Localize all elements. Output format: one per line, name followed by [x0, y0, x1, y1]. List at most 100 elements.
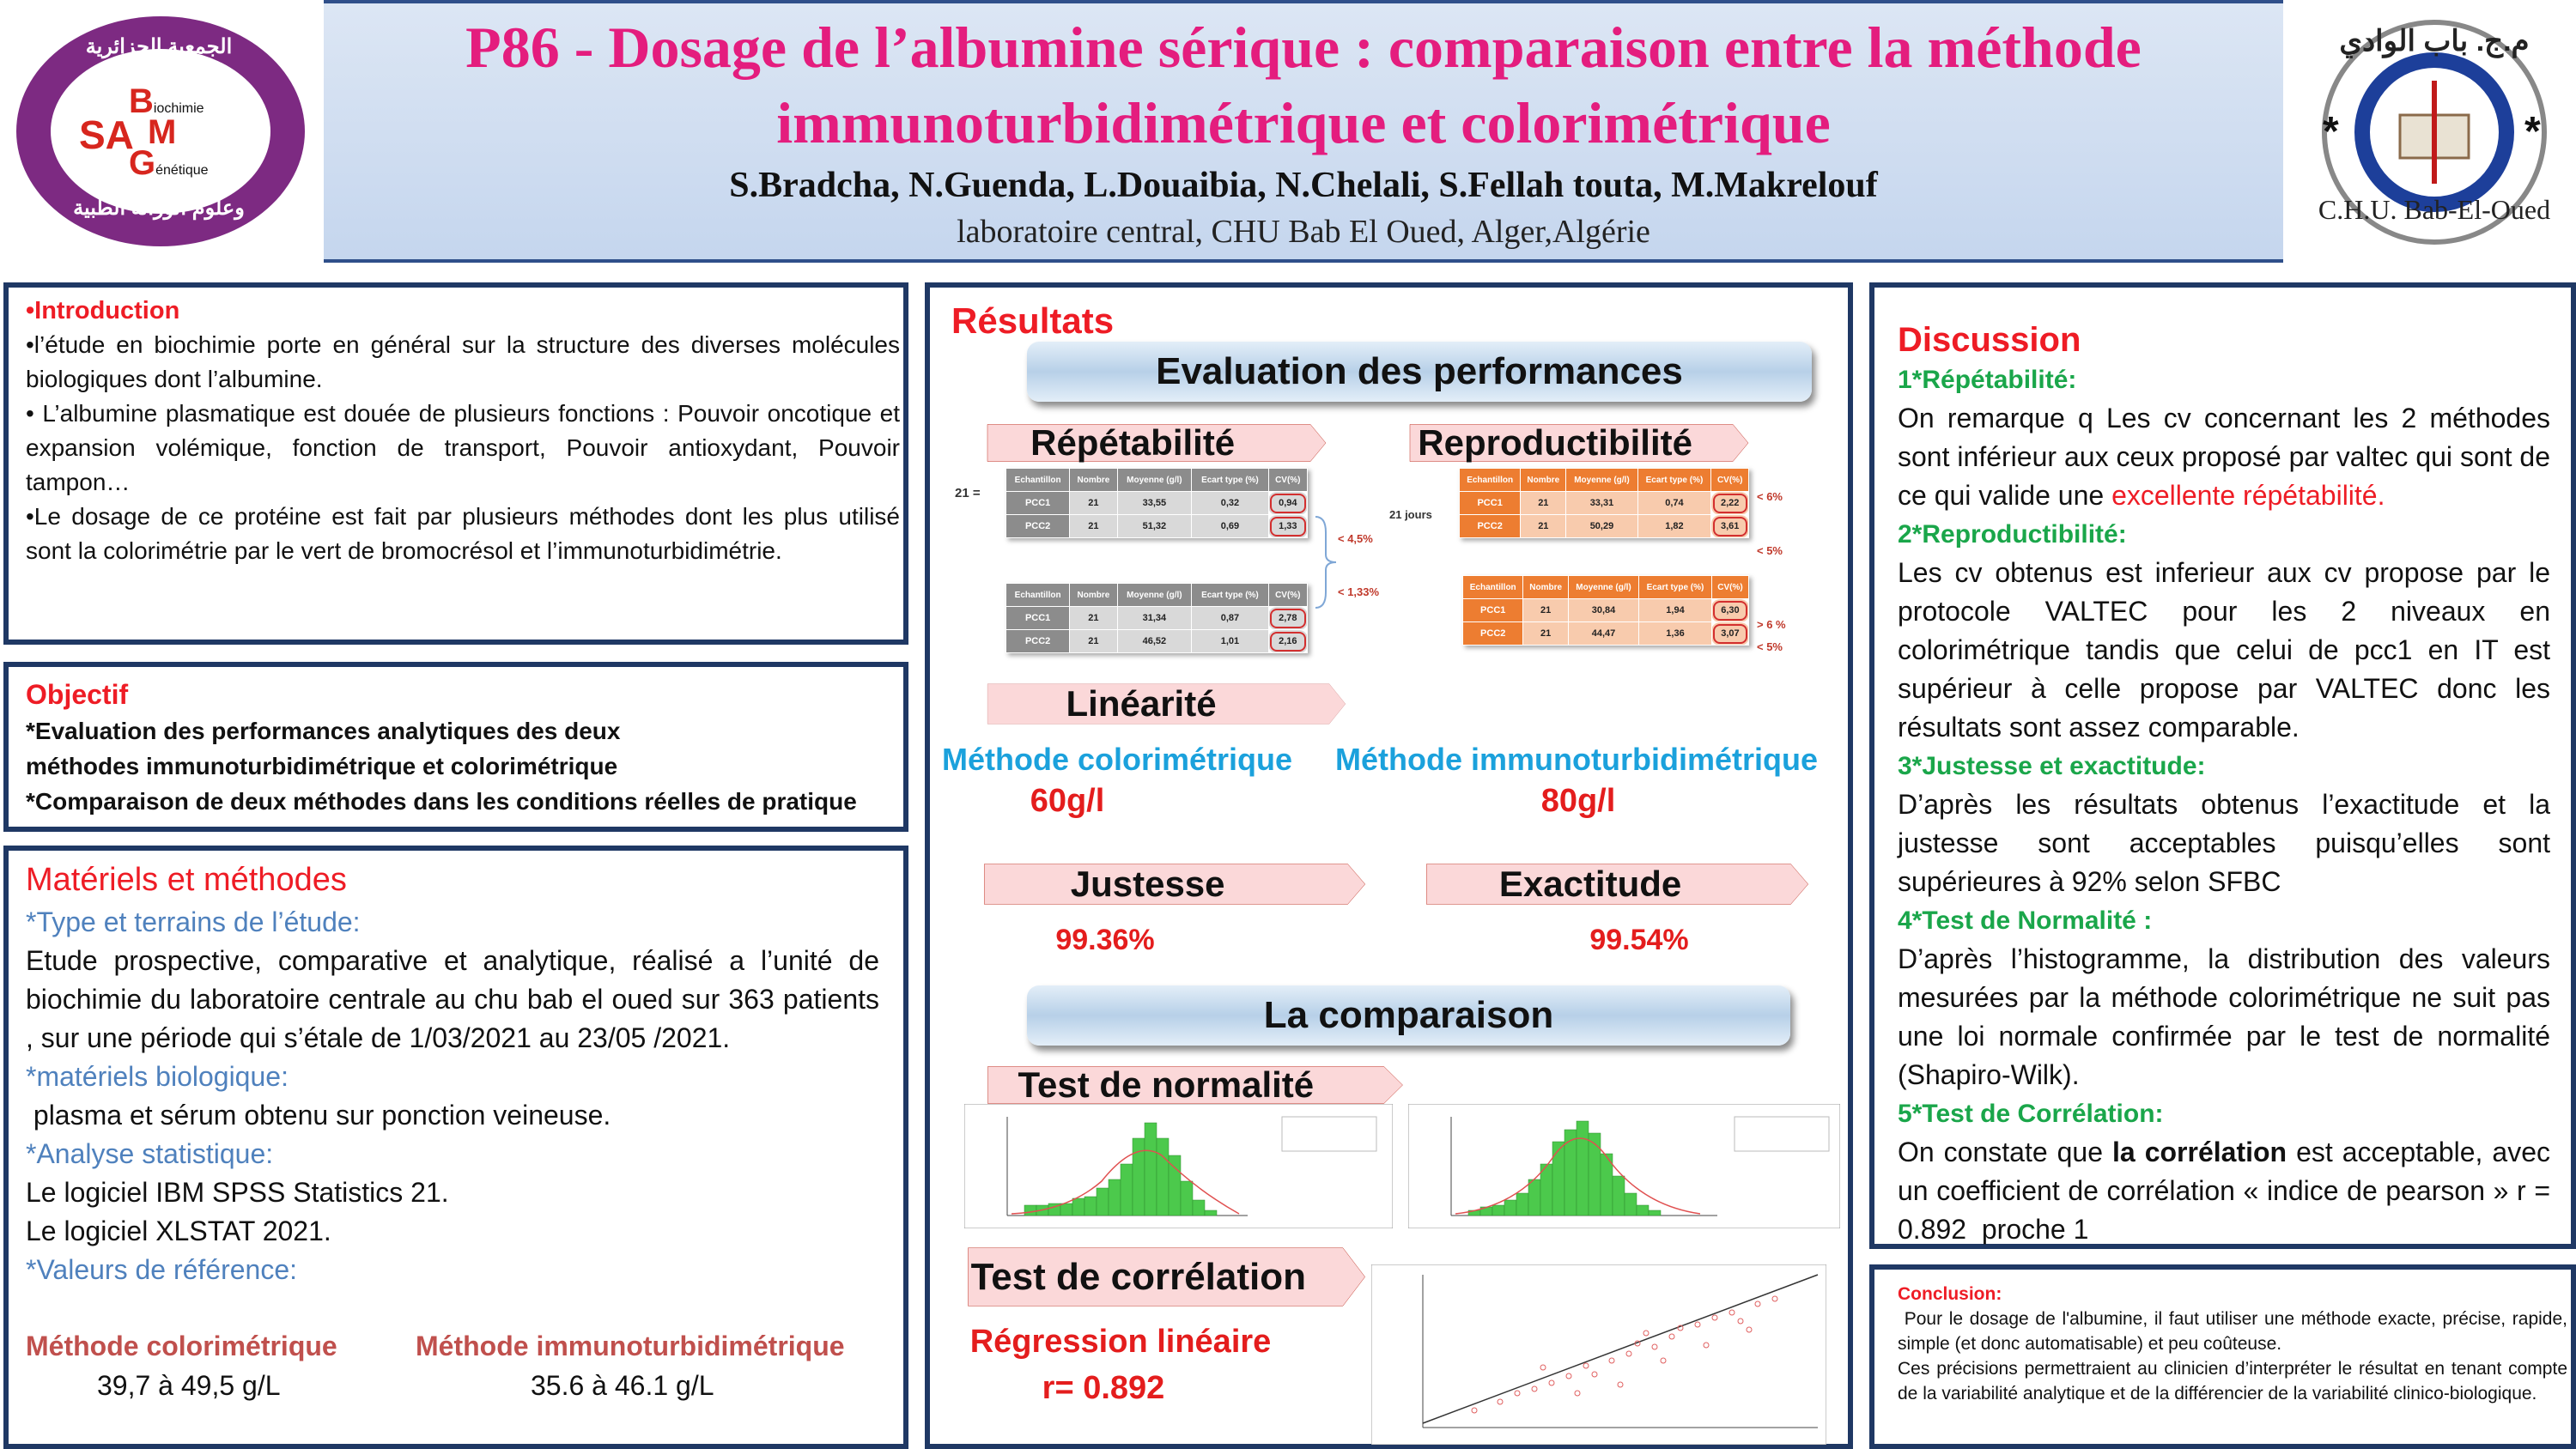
introduction-box	[3, 282, 908, 645]
title-line: immunoturbidimétrique et colorimétrique	[776, 90, 1831, 155]
table-cell: PCC2	[1458, 514, 1522, 538]
svg-text:*: *	[2524, 109, 2541, 155]
paragraph: Etude prospective, comparative et analyt…	[26, 945, 879, 1053]
table-cell: PCC1	[1461, 598, 1524, 622]
arrow-label: Reproductibilité	[1408, 422, 1750, 464]
table-row: PCC1 21 30,84 1,94 6,30	[1461, 598, 1750, 622]
header-cell: Nombre	[1522, 575, 1569, 599]
sub-heading: 2*Reproductibilité:	[1898, 520, 2127, 549]
arrow-label: Justesse	[982, 862, 1367, 906]
note: < 1,33%	[1338, 585, 1380, 598]
data-table: Echantillon Nombre Moyenne (g/l) Ecart type…	[1461, 575, 1750, 646]
reference-range: 39,7 à 49,5 g/L	[97, 1370, 281, 1401]
table-row: PCC1 21 31,34 0,87 2,78	[1005, 606, 1309, 630]
discussion-box	[1869, 282, 2576, 1249]
table-cell: 21	[1069, 491, 1118, 515]
table-cell: 1,94	[1638, 598, 1712, 622]
table-cell: 31,34	[1116, 606, 1193, 630]
note: < 6%	[1757, 490, 1783, 503]
table-header: Echantillon Nombre Moyenne (g/l) Ecart type…	[1458, 468, 1749, 492]
table-cell: 21	[1522, 621, 1569, 646]
method-name: Méthode colorimétrique	[941, 742, 1293, 777]
arrow-text: Test de corrélation	[970, 1255, 1307, 1298]
section-heading: Conclusion:	[1898, 1284, 2002, 1304]
section-heading: Matériels et méthodes	[26, 862, 347, 898]
table-cell: 21	[1069, 606, 1118, 630]
title-line: P86 - Dosage de l’albumine sérique : com…	[465, 15, 2142, 80]
arrow-text: Linéarité	[1066, 683, 1217, 724]
right-logo: * * م.ج. باب الوادي C.H.U. Bab-El-Oued	[2288, 0, 2576, 263]
method-value: 80g/l	[1540, 783, 1616, 819]
table-cell: 2,16	[1267, 629, 1309, 653]
arrow-text: Répétabilité	[1030, 422, 1236, 463]
conclusion-text: Pour le dosage de l'albumine, il faut ut…	[1898, 1307, 2567, 1406]
header-cell: Ecart type (%)	[1638, 575, 1712, 599]
table-row: PCC2 21 50,29 1,82 3,61	[1458, 514, 1749, 538]
note: < 5%	[1757, 544, 1783, 557]
scatter-image	[1371, 1264, 1826, 1445]
arrow-text: Exactitude	[1498, 864, 1682, 904]
header-cell: Nombre	[1069, 468, 1118, 492]
header-cell: Echantillon	[1005, 583, 1071, 607]
table-cell: PCC1	[1458, 491, 1522, 515]
header-cell: CV(%)	[1267, 583, 1309, 607]
objectif-line: méthodes immunoturbidimétrique et colori…	[26, 753, 618, 779]
header-cell: Moyenne (g/l)	[1567, 575, 1640, 599]
paragraph: D’après les résultats obtenus l’exactitu…	[1898, 789, 2550, 897]
introduction-text: •l’étude en biochimie porte en général s…	[26, 328, 900, 568]
discussion-text: 1*Répétabilité: On remarque q Les cv con…	[1898, 361, 2550, 1249]
table-cell: 0,69	[1191, 514, 1269, 538]
logo-arabic-bottom: وعلوم الوراثة الطبية	[73, 197, 245, 220]
table-cell: 0,94	[1267, 491, 1309, 515]
correlation-method: Régression linéaire	[969, 1324, 1272, 1360]
sub-heading: 3*Justesse et exactitude:	[1898, 752, 2206, 780]
header-band	[324, 0, 2283, 263]
table-cell: 2,78	[1267, 606, 1309, 630]
paragraph: Ces précisions permettraient au clinicie…	[1898, 1359, 2567, 1404]
table-cell: 1,33	[1267, 514, 1309, 538]
paragraph: On constate que la corrélation est accep…	[1898, 1133, 2550, 1249]
table-cell: 44,47	[1567, 621, 1640, 646]
table-cell: PCC1	[1005, 606, 1071, 630]
table-header: Echantillon Nombre Moyenne (g/l) Ecart type…	[1461, 575, 1750, 599]
conclusion-box	[1869, 1264, 2576, 1449]
table-cell: 0,32	[1191, 491, 1269, 515]
table-cell: PCC2	[1005, 629, 1071, 653]
sub-heading: *Analyse statistique:	[26, 1138, 274, 1169]
arrow-shape	[986, 1064, 1405, 1106]
header-cell: Nombre	[1520, 468, 1567, 492]
correlation-r: r= 0.892	[1042, 1370, 1165, 1406]
data-table: Echantillon Nombre Moyenne (g/l) Ecart type…	[1458, 468, 1749, 538]
arrow-label: Test de normalité	[986, 1064, 1405, 1106]
table-row: PCC1 21 33,31 0,74 2,22	[1458, 491, 1749, 515]
arrow-shape	[986, 422, 1327, 464]
highlight: excellente répétabilité.	[2111, 480, 2385, 511]
objectif-line: *Comparaison de deux méthodes dans les c…	[26, 788, 857, 815]
header-cell: Ecart type (%)	[1637, 468, 1712, 492]
arrow-label: Test de corrélation	[966, 1245, 1367, 1309]
method-value: 60g/l	[1030, 783, 1105, 819]
table-cell: 3,07	[1710, 621, 1750, 646]
logo-m: M	[148, 113, 177, 151]
logo-word: énétique	[155, 163, 209, 178]
logo-arabic-top: الجمعية الجزائرية للبيوكيمياء	[85, 35, 233, 83]
table-cell: 2,22	[1710, 491, 1749, 515]
header-cell: Ecart type (%)	[1191, 468, 1269, 492]
table-cell: 0,74	[1637, 491, 1712, 515]
table-cell: PCC2	[1005, 514, 1071, 538]
header-cell: CV(%)	[1710, 575, 1750, 599]
arrow-shape	[986, 682, 1347, 726]
logo-letter: B	[129, 82, 154, 120]
logo-latin: C.H.U. Bab-El-Oued	[2318, 194, 2551, 225]
section-heading: •Introduction	[26, 297, 180, 324]
table-cell: 21	[1520, 491, 1567, 515]
paragraph: • L’albumine plasmatique est douée de pl…	[26, 400, 900, 495]
reference-range: 35.6 à 46.1 g/L	[531, 1370, 714, 1401]
section-heading: Discussion	[1898, 321, 2081, 359]
logo-sa: SA	[79, 112, 134, 157]
sub-heading: 1*Répétabilité:	[1898, 366, 2077, 394]
text-part: On remarque q Les cv concernant les 2 mé…	[1898, 403, 2550, 511]
logo-circle: * *	[2322, 20, 2547, 245]
banner: La comparaison	[1027, 985, 1790, 1046]
